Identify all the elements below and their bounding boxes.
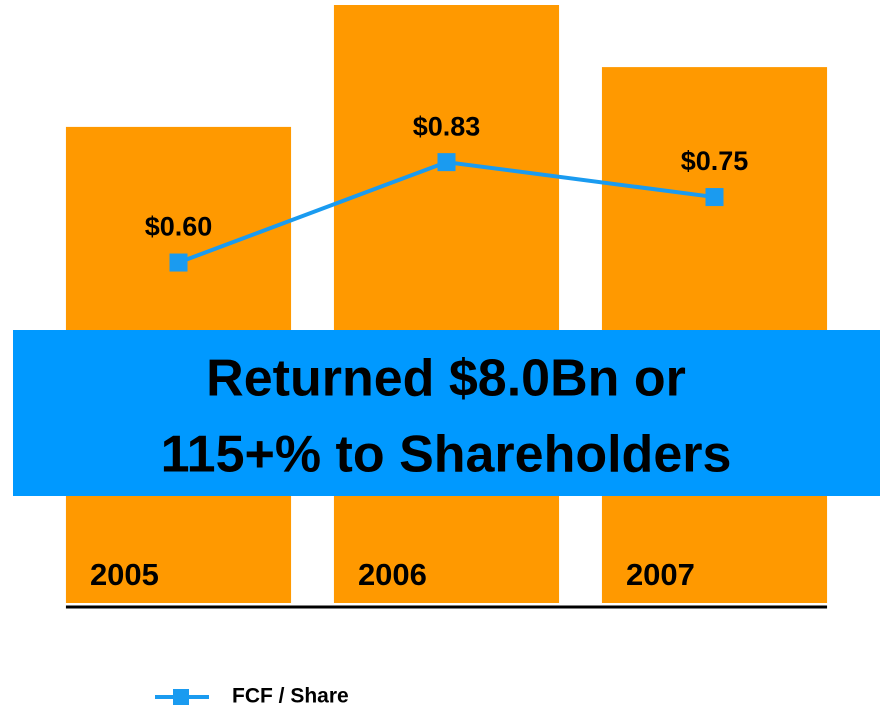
marker (437, 153, 456, 172)
banner-text: 115+% to Shareholders (161, 426, 732, 484)
banner (13, 330, 880, 496)
data-label: $0.75 (681, 146, 749, 176)
data-label: $0.83 (413, 111, 481, 141)
banner-text: Returned $8.0Bn or (206, 350, 686, 408)
marker (705, 188, 724, 207)
marker (169, 253, 188, 272)
x-tick-label: 2005 (90, 557, 159, 592)
legend-marker (173, 689, 189, 705)
x-tick-label: 2006 (358, 557, 427, 592)
x-tick-label: 2007 (626, 557, 695, 592)
data-label: $0.60 (145, 212, 213, 242)
legend-label: FCF / Share (232, 685, 349, 708)
bar (333, 5, 560, 603)
